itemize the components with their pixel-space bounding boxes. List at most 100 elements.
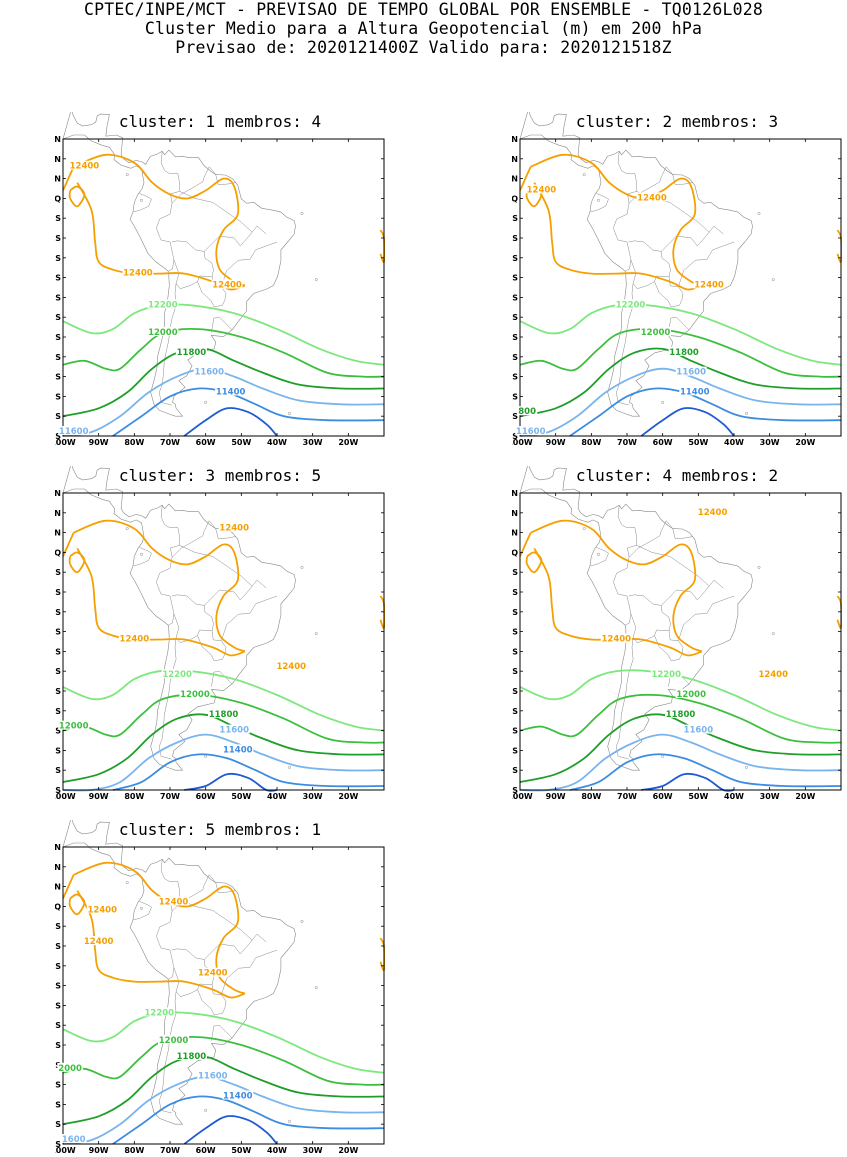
map-frame <box>62 846 385 1145</box>
lat-label: 55S <box>512 412 518 421</box>
lat-label: 15S <box>55 608 61 617</box>
contour-11200 <box>183 1115 278 1145</box>
contour-11800 <box>519 347 842 418</box>
contour-label-bg <box>640 327 672 337</box>
island <box>125 527 129 531</box>
lat-label: 40S <box>55 353 61 362</box>
contour-label: 12200 <box>145 1008 175 1018</box>
island <box>771 278 775 282</box>
contour-label: 12400 <box>212 281 242 291</box>
contour-label-bg <box>665 708 696 718</box>
lat-label: 10S <box>512 588 518 597</box>
contour-label: 12400 <box>70 162 100 172</box>
lon-label: 20W <box>338 1146 358 1155</box>
lat-label: 30S <box>512 313 518 322</box>
contour-label-bg <box>615 299 647 309</box>
country-border <box>156 505 180 626</box>
contour-label-bg <box>222 744 254 754</box>
lat-label: 5N <box>512 175 518 184</box>
lat-label: 5N <box>55 175 61 184</box>
lon-label: 60W <box>196 792 216 801</box>
lat-label: EQ <box>55 194 61 203</box>
lat-label: 35S <box>512 333 518 342</box>
country-border <box>171 166 216 204</box>
lat-label: 15S <box>512 254 518 263</box>
lat-label: 10N <box>55 155 61 164</box>
contour-label: 12400 <box>120 635 150 645</box>
contour-12400 <box>62 166 75 191</box>
country-border <box>613 151 637 272</box>
figure-header: CPTEC/INPE/MCT - PREVISAO DE TEMPO GLOBA… <box>0 0 847 57</box>
country-border <box>159 991 177 1114</box>
country-border <box>672 174 693 185</box>
country-border <box>215 882 236 893</box>
lon-label: 70W <box>617 792 637 801</box>
contour-label: 12400 <box>758 670 788 680</box>
contour-label: 11600 <box>59 427 89 437</box>
country-border <box>133 901 152 921</box>
island <box>757 565 761 569</box>
contour-label-bg <box>682 724 714 734</box>
lat-label: 50S <box>512 392 518 401</box>
lat-label: 30S <box>512 667 518 676</box>
lat-label: 50S <box>55 1100 61 1109</box>
lat-label: 35S <box>55 687 61 696</box>
lon-label: 30W <box>760 792 780 801</box>
contour-12200 <box>519 669 842 732</box>
lat-label: 40S <box>512 707 518 716</box>
header-line-2: Cluster Medio para a Altura Geopotencial… <box>144 19 703 38</box>
contour-label: 11400 <box>223 1091 253 1101</box>
country-border <box>628 240 671 289</box>
contour-label: 11800 <box>177 1052 207 1062</box>
island <box>140 198 143 202</box>
map-frame <box>62 492 385 791</box>
lat-label: 5S <box>512 214 518 223</box>
panel-cluster-3: cluster: 3 membros: 5 15N 10N 5N EQ 5S 10S 15S… <box>55 466 385 801</box>
contour-label-bg <box>697 506 729 516</box>
contour-label: 11800 <box>177 348 207 358</box>
country-border <box>133 547 152 567</box>
contour-11400 <box>569 753 842 791</box>
coastline <box>519 466 753 771</box>
header-line-3: Previsao de: 2020121400Z Valido para: 20… <box>175 38 672 57</box>
lon-label: 30W <box>303 438 323 447</box>
contour-label: 12400 <box>602 635 632 645</box>
contour-label-bg <box>679 386 711 396</box>
lat-label: 15S <box>55 254 61 263</box>
contour-label-bg <box>693 279 725 289</box>
map-cluster-3: 15N 10N 5N EQ 5S 10S 15S 20S 25S 30S 35S 40S 45S 50S 5… <box>55 466 385 801</box>
lon-label: 80W <box>124 792 144 801</box>
country-border <box>628 594 671 643</box>
lat-label: 30S <box>55 1021 61 1030</box>
map-cluster-4: 15N 10N 5N EQ 5S 10S 15S 20S 25S 30S 35S 40S 45S 50S 5… <box>512 466 842 801</box>
contour-12400 <box>533 182 703 291</box>
island <box>140 906 143 910</box>
island <box>314 986 318 990</box>
lat-label: 25S <box>512 647 518 656</box>
contour-label-bg <box>175 1050 207 1060</box>
contour-label-bg <box>525 184 557 194</box>
panel-cluster-2: cluster: 2 membros: 3 15N 10N 5N EQ 5S 10S 15S… <box>512 112 842 447</box>
lat-label: 20S <box>55 628 61 637</box>
contour-label-bg <box>68 160 100 170</box>
contour-12200 <box>62 1011 385 1074</box>
lon-label: 40W <box>267 1146 287 1155</box>
country-border <box>654 276 684 308</box>
contour-label: 12000 <box>641 328 671 338</box>
lon-label: 20W <box>338 438 358 447</box>
contour-11400 <box>112 753 385 791</box>
lat-label: 40S <box>55 707 61 716</box>
country-border <box>211 317 233 333</box>
country-border <box>179 545 253 587</box>
lon-label: 100W <box>55 792 76 801</box>
contour-label-bg <box>218 724 250 734</box>
country-border <box>215 528 236 539</box>
lat-label: EQ <box>55 902 61 911</box>
map-frame <box>62 138 385 437</box>
contour-label: 12400 <box>198 969 228 979</box>
contour-label-bg <box>57 1062 83 1072</box>
island <box>597 198 600 202</box>
contour-label: 12400 <box>87 905 117 915</box>
lat-label: EQ <box>55 548 61 557</box>
contour-12000 <box>519 328 842 378</box>
